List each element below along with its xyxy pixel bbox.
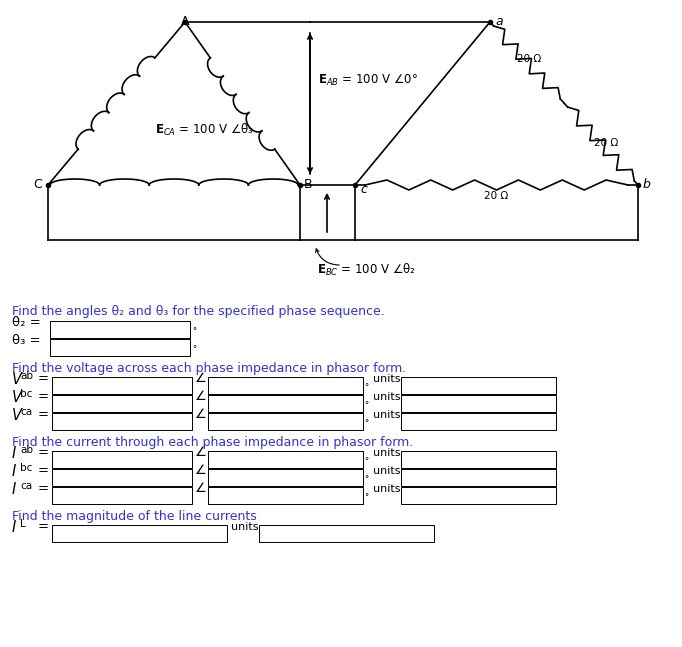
Bar [50, 321, 190, 338]
Text: ∠: ∠ [195, 483, 207, 496]
Bar [52, 525, 227, 542]
Text: ab: ab [20, 445, 33, 455]
Bar [52, 487, 192, 504]
Bar [401, 413, 556, 430]
Text: ∠: ∠ [195, 373, 207, 386]
Bar [52, 469, 192, 486]
Text: =: = [38, 520, 49, 534]
Text: ∠: ∠ [195, 391, 207, 404]
Text: I: I [12, 446, 16, 461]
Text: b: b [643, 179, 651, 192]
Bar [401, 395, 556, 412]
Bar [401, 377, 556, 394]
Text: θ₂ =: θ₂ = [12, 316, 41, 329]
Text: a: a [495, 15, 503, 28]
Text: A: A [181, 15, 189, 28]
Text: I: I [12, 520, 16, 534]
Text: °: ° [192, 345, 196, 354]
Bar [401, 451, 556, 468]
Text: =: = [38, 391, 49, 404]
Text: c: c [360, 183, 367, 196]
Text: 20 Ω: 20 Ω [594, 138, 619, 148]
Text: C: C [33, 179, 42, 192]
Text: units: units [373, 448, 400, 458]
Text: $\mathbf{E}_{CA}$ = 100 V ∠θ₃: $\mathbf{E}_{CA}$ = 100 V ∠θ₃ [155, 122, 254, 138]
Text: units: units [373, 392, 400, 402]
Bar [208, 413, 363, 430]
Text: bc: bc [20, 463, 32, 473]
Text: °: ° [364, 475, 368, 484]
Text: units: units [373, 484, 400, 494]
Text: °: ° [364, 419, 368, 428]
Text: bc: bc [20, 389, 32, 399]
Text: units: units [373, 410, 400, 420]
Text: =: = [38, 408, 49, 421]
Bar [52, 451, 192, 468]
Bar [401, 469, 556, 486]
Text: =: = [38, 446, 49, 459]
Text: V: V [12, 389, 22, 404]
Text: Find the voltage across each phase impedance in phasor form.: Find the voltage across each phase imped… [12, 362, 406, 375]
Bar [208, 395, 363, 412]
Bar [208, 469, 363, 486]
Bar [52, 377, 192, 394]
Text: I: I [12, 481, 16, 496]
Text: Find the angles θ₂ and θ₃ for the specified phase sequence.: Find the angles θ₂ and θ₃ for the specif… [12, 305, 385, 318]
Bar [401, 487, 556, 504]
Text: V: V [12, 371, 22, 386]
Text: ∠: ∠ [195, 446, 207, 459]
Text: I: I [12, 463, 16, 479]
Text: units: units [231, 522, 258, 532]
Text: L: L [20, 519, 26, 529]
Bar [52, 413, 192, 430]
Text: $\mathbf{E}_{BC}$ = 100 V ∠θ₂: $\mathbf{E}_{BC}$ = 100 V ∠θ₂ [317, 262, 416, 278]
Bar [208, 451, 363, 468]
Text: θ₃ =: θ₃ = [12, 334, 41, 347]
Text: units: units [373, 466, 400, 476]
Text: ∠: ∠ [195, 465, 207, 477]
Text: ca: ca [20, 407, 32, 417]
Text: =: = [38, 373, 49, 386]
Text: °: ° [364, 383, 368, 392]
Text: $\mathbf{E}_{AB}$ = 100 V ∠0°: $\mathbf{E}_{AB}$ = 100 V ∠0° [318, 72, 418, 87]
Bar [259, 525, 434, 542]
Text: °: ° [364, 457, 368, 466]
Text: V: V [12, 408, 22, 422]
Text: B: B [304, 179, 312, 192]
Text: 20 Ω: 20 Ω [484, 191, 508, 201]
Text: °: ° [364, 493, 368, 502]
Text: °: ° [364, 401, 368, 410]
Text: units: units [373, 374, 400, 384]
Bar [208, 377, 363, 394]
Bar [52, 395, 192, 412]
Text: ∠: ∠ [195, 408, 207, 421]
Bar [208, 487, 363, 504]
Text: Find the magnitude of the line currents: Find the magnitude of the line currents [12, 510, 256, 523]
Bar [50, 339, 190, 356]
Text: ab: ab [20, 371, 33, 381]
Text: ca: ca [20, 481, 32, 491]
Text: 20 Ω: 20 Ω [517, 54, 541, 64]
Text: °: ° [192, 327, 196, 336]
Text: =: = [38, 465, 49, 477]
Text: Find the current through each phase impedance in phasor form.: Find the current through each phase impe… [12, 436, 413, 449]
Text: =: = [38, 483, 49, 496]
